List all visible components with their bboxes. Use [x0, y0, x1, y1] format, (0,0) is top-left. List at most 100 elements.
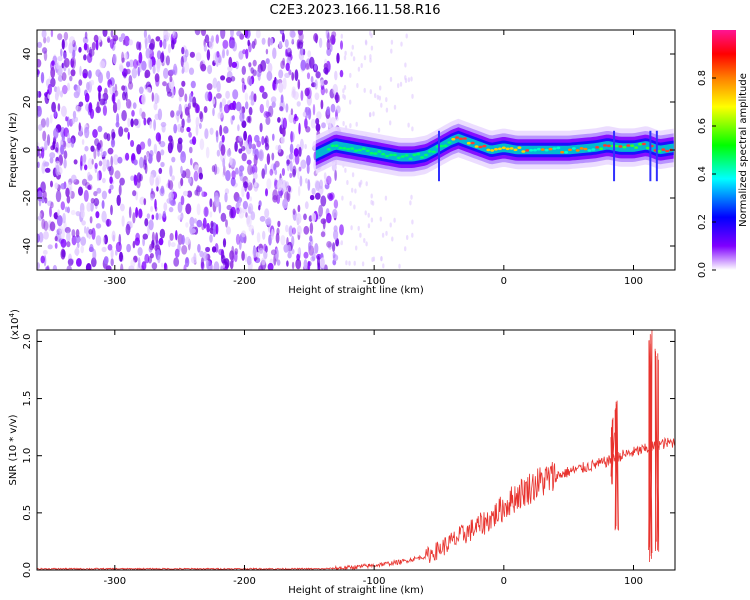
noise-blob: [54, 242, 58, 249]
noise-blob: [190, 158, 193, 166]
noise-blob: [230, 30, 234, 38]
noise-blob: [122, 91, 126, 101]
noise-blob: [243, 130, 248, 141]
noise-blob: [332, 208, 338, 219]
noise-blob: [355, 121, 358, 127]
noise-blob: [288, 112, 295, 124]
noise-blob: [218, 201, 222, 214]
ridge-peak: [599, 147, 604, 150]
ridge-peak: [614, 144, 619, 148]
noise-blob: [252, 59, 257, 67]
noise-blob: [306, 87, 312, 100]
noise-blob: [106, 70, 111, 80]
ridge-peak: [361, 147, 366, 150]
noise-blob: [226, 226, 231, 235]
noise-blob: [60, 183, 67, 190]
noise-blob: [259, 215, 266, 222]
noise-blob: [181, 118, 185, 128]
noise-blob: [224, 192, 228, 203]
noise-blob: [88, 102, 93, 113]
noise-blob: [181, 68, 185, 74]
noise-blob: [169, 232, 174, 241]
ridge-peak: [587, 149, 592, 152]
noise-blob: [42, 130, 47, 142]
noise-blob: [206, 222, 210, 233]
ridge-peak: [420, 156, 425, 159]
noise-blob: [310, 256, 316, 262]
noise-blob: [105, 265, 112, 270]
snr-x-ticks: -300 -200 -100 0 100: [103, 330, 643, 587]
noise-blob: [110, 258, 114, 267]
noise-blob: [66, 82, 71, 92]
noise-blob: [326, 106, 331, 116]
noise-blob: [212, 107, 215, 117]
snr-spike: [648, 330, 653, 563]
noise-blob: [215, 93, 222, 99]
x-tick-label: 0: [501, 276, 507, 287]
noise-blob: [88, 228, 93, 235]
noise-blob: [261, 135, 265, 146]
noise-blob: [220, 144, 226, 156]
noise-blob: [228, 56, 233, 68]
noise-blob: [297, 204, 301, 213]
noise-blob: [71, 58, 75, 66]
noise-blob: [385, 230, 388, 236]
noise-blob: [212, 77, 218, 89]
noise-blob: [303, 251, 309, 259]
noise-blob: [203, 206, 209, 218]
noise-blob: [342, 121, 345, 126]
noise-blob: [231, 115, 235, 121]
noise-blob: [267, 62, 273, 73]
noise-blob: [389, 222, 392, 228]
noise-blob: [72, 49, 76, 59]
noise-blob: [125, 99, 132, 109]
noise-blob: [98, 160, 103, 167]
noise-blob: [69, 75, 73, 82]
noise-blob: [332, 83, 339, 95]
ridge-peak: [575, 149, 580, 152]
noise-blob: [103, 234, 109, 245]
noise-blob: [146, 151, 150, 161]
snr-spike: [610, 417, 615, 485]
noise-blob: [280, 136, 285, 144]
noise-blob: [245, 48, 249, 59]
noise-blob: [198, 172, 203, 180]
noise-blob: [83, 54, 87, 61]
noise-blob: [393, 217, 396, 223]
noise-blob: [37, 105, 42, 117]
snr-y-multiplier-close: ): [10, 309, 21, 313]
noise-blob: [330, 117, 336, 127]
noise-blob: [107, 166, 112, 172]
ridge-peak: [556, 146, 561, 150]
noise-blob: [265, 116, 271, 125]
noise-blob: [272, 189, 278, 201]
noise-blob: [343, 55, 347, 61]
noise-blob: [323, 172, 327, 180]
noise-blob: [252, 69, 257, 77]
noise-blob: [238, 210, 245, 219]
noise-blob: [162, 210, 166, 218]
noise-blob: [349, 72, 352, 78]
noise-blob: [84, 92, 90, 103]
noise-blob: [109, 184, 114, 190]
ridge-peak: [416, 152, 421, 156]
noise-blob: [293, 148, 299, 157]
noise-blob: [59, 229, 65, 240]
ridge-peak: [533, 148, 537, 152]
noise-blob: [209, 127, 214, 135]
noise-blob: [303, 259, 308, 270]
noise-blob: [161, 262, 164, 268]
noise-blob: [297, 167, 300, 180]
noise-blob: [168, 206, 174, 213]
noise-blob: [320, 218, 327, 225]
noise-blob: [149, 121, 153, 129]
noise-blob: [128, 206, 132, 219]
noise-blob: [292, 165, 297, 176]
noise-blob: [328, 122, 332, 129]
noise-blob: [333, 199, 339, 209]
noise-blob: [76, 258, 82, 267]
noise-blob: [183, 61, 190, 73]
noise-blob: [46, 134, 51, 146]
noise-blob: [192, 136, 197, 146]
noise-blob: [205, 246, 211, 253]
